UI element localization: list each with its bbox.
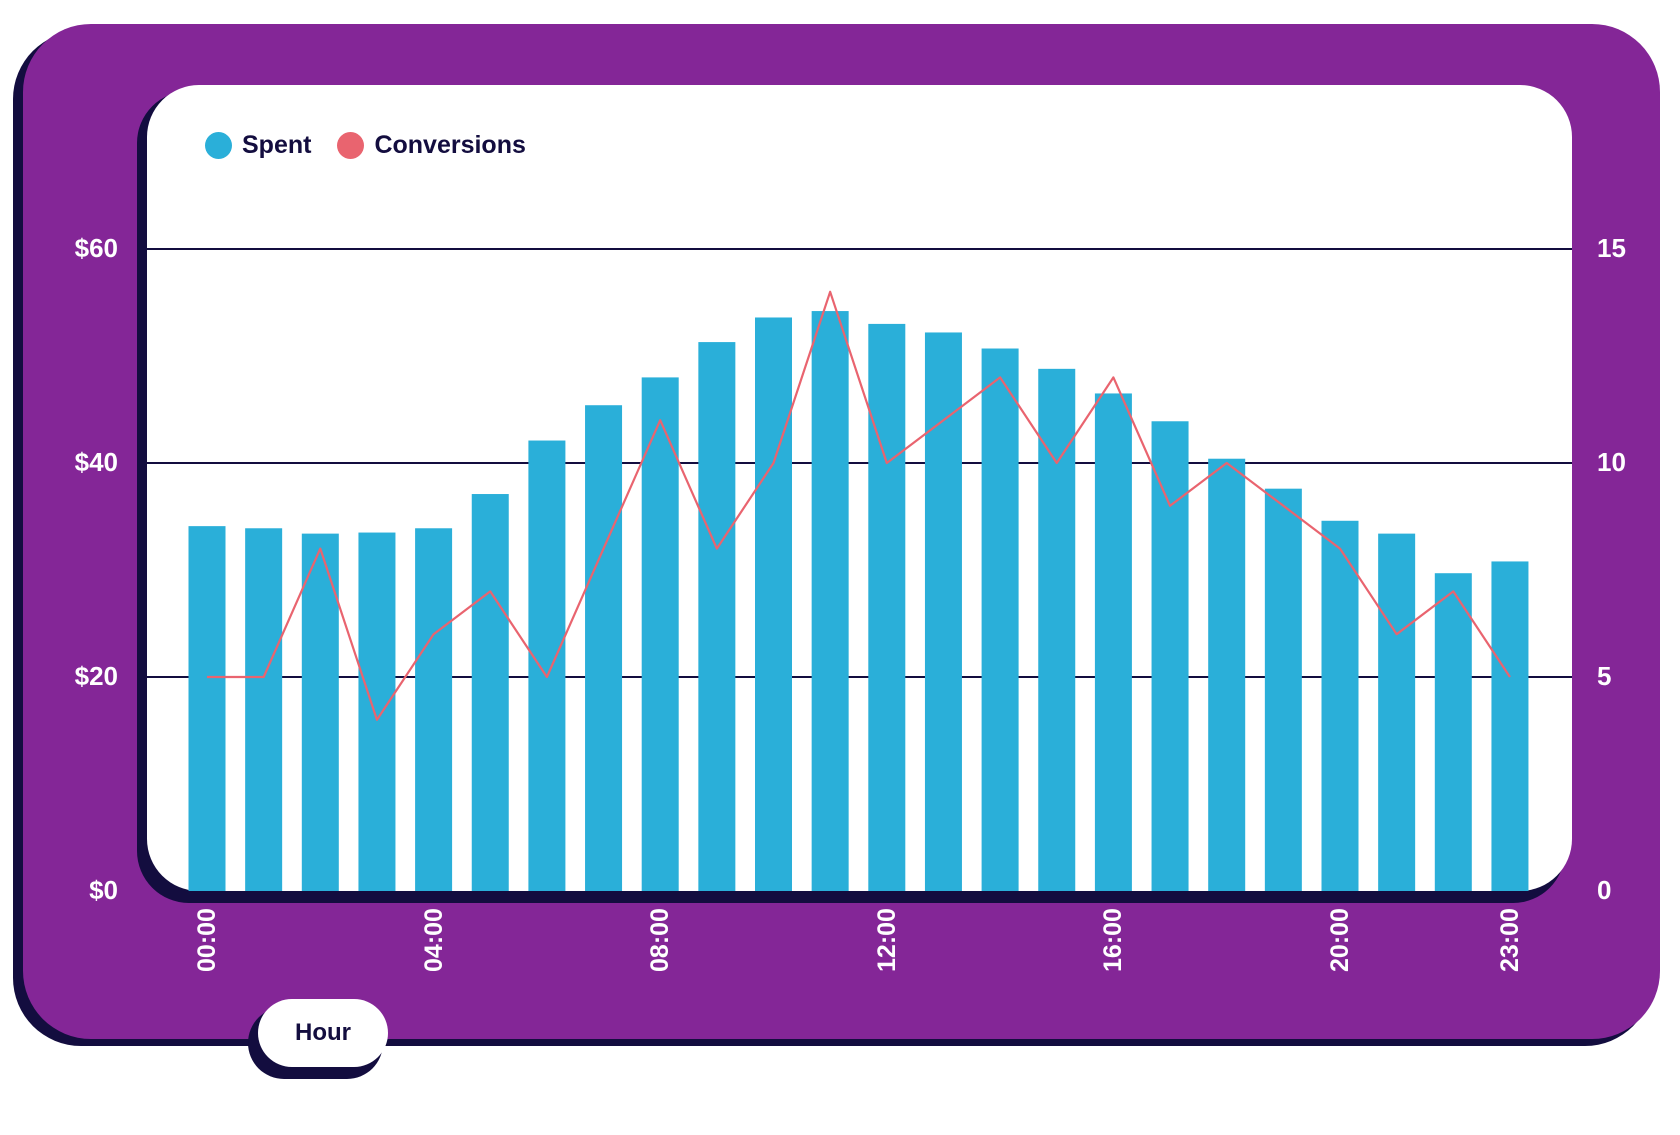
y-left-tick-label: $0 — [89, 875, 118, 905]
spent-bar — [1491, 561, 1529, 891]
spent-bar — [1378, 533, 1416, 891]
legend-label-spent: Spent — [242, 131, 312, 159]
spent-bar — [1151, 421, 1189, 891]
spent-bar — [981, 348, 1019, 891]
x-tick-label: 00:00 — [193, 908, 221, 972]
y-left-tick-label: $60 — [74, 233, 118, 263]
spent-bar — [1264, 488, 1302, 891]
x-tick-label: 20:00 — [1326, 908, 1354, 972]
spent-bar — [1434, 573, 1472, 891]
spent-bar — [415, 528, 453, 891]
x-tick-label: 12:00 — [872, 908, 901, 972]
legend-dot-spent — [205, 132, 232, 159]
y-right-tick-label: 15 — [1597, 233, 1626, 263]
spent-bar — [868, 323, 906, 891]
spent-bar — [924, 332, 962, 892]
x-axis-label: Hour — [258, 999, 388, 1067]
x-tick-label: 04:00 — [419, 908, 448, 972]
spent-bars — [188, 311, 1529, 892]
spent-bar — [641, 377, 679, 891]
y-right-tick-label: 10 — [1597, 447, 1626, 477]
spent-bar — [1094, 393, 1132, 891]
spent-bar — [528, 440, 566, 891]
spent-bar — [811, 311, 849, 891]
conversions-line — [207, 290, 1511, 721]
spent-bar — [585, 405, 623, 891]
conversions-line-path — [207, 290, 1511, 721]
spent-bar — [301, 533, 339, 891]
y-left-tick-label: $40 — [74, 447, 118, 477]
spent-bar — [358, 532, 396, 891]
spent-bar — [1321, 520, 1359, 891]
legend-label-conversions: Conversions — [374, 131, 526, 159]
spent-bar — [755, 317, 792, 892]
chart-legend: Spent Conversions — [205, 131, 526, 160]
y-right-tick-label: 0 — [1597, 875, 1612, 905]
spent-bar — [471, 494, 509, 891]
x-tick-label: 16:00 — [1099, 908, 1128, 972]
spent-bar — [1208, 458, 1246, 891]
spent-bar — [698, 342, 736, 892]
x-tick-label: 23:00 — [1495, 908, 1524, 972]
legend-item-conversions: Conversions — [337, 131, 526, 160]
spent-bar — [188, 526, 226, 891]
x-tick-label: 08:00 — [646, 908, 675, 972]
legend-item-spent: Spent — [205, 131, 311, 160]
y-left-tick-label: $20 — [74, 661, 118, 691]
spent-bar — [1038, 368, 1076, 892]
legend-dot-conversions — [337, 132, 365, 159]
y-right-tick-label: 5 — [1597, 661, 1612, 691]
spent-bar — [245, 528, 283, 891]
